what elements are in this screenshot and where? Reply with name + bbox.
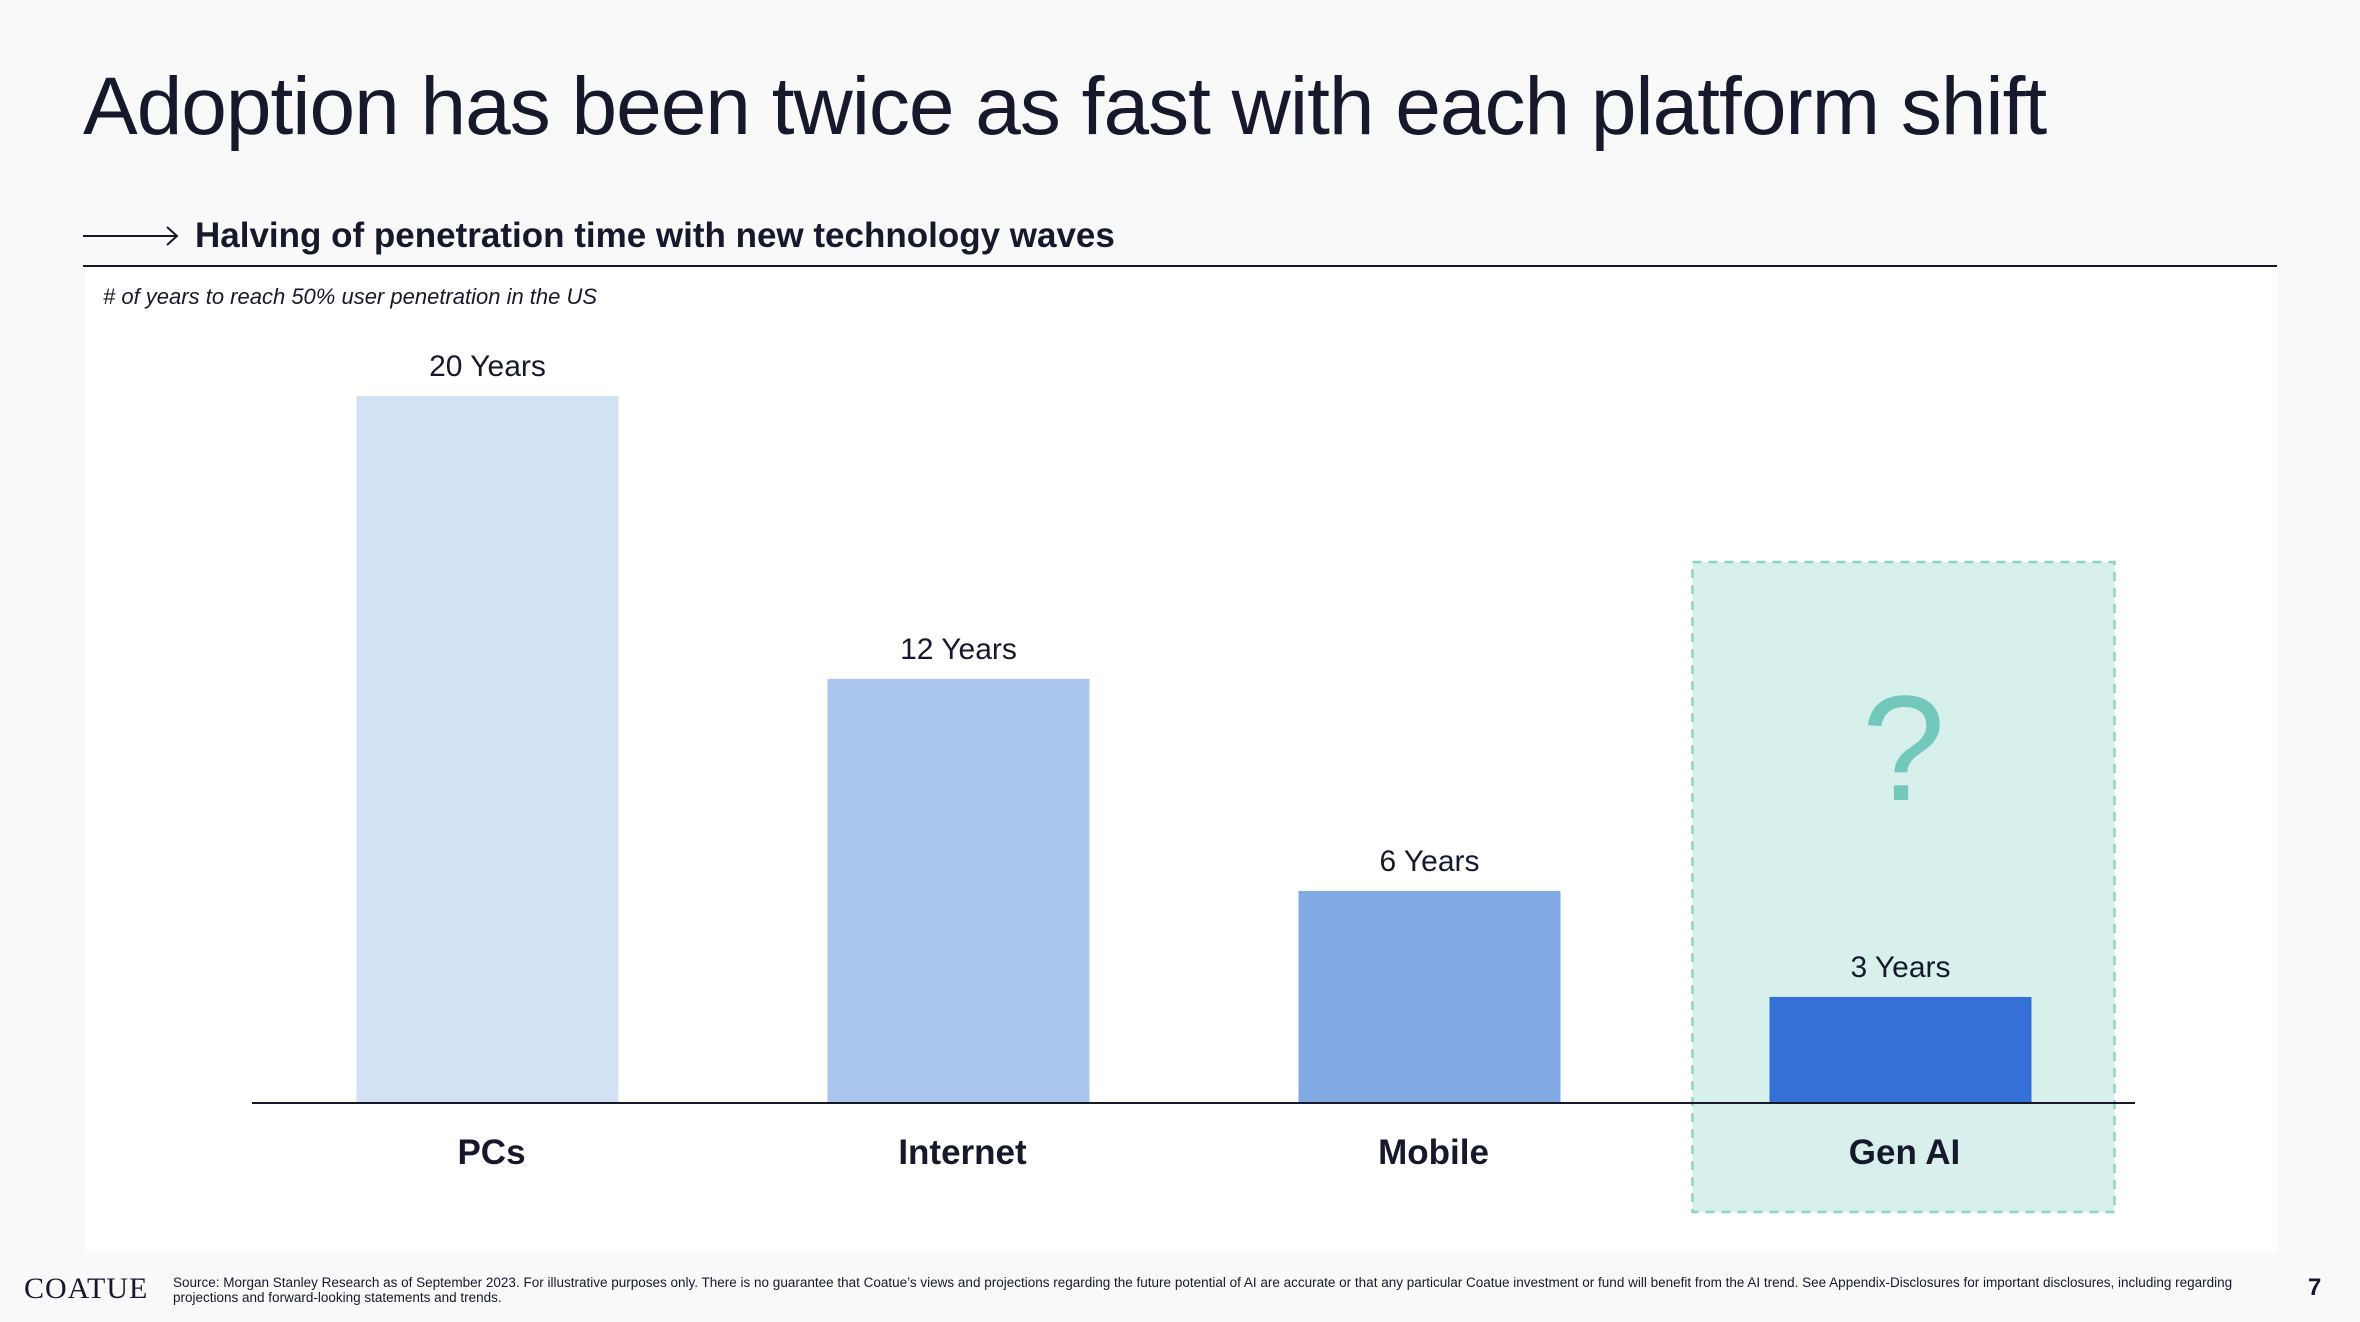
category-label: Mobile bbox=[1378, 1133, 1489, 1172]
data-label: 3 Years bbox=[1850, 951, 1950, 984]
source-note: Source: Morgan Stanley Research as of Se… bbox=[173, 1275, 2233, 1305]
bar-pcs bbox=[356, 396, 619, 1103]
bar-gen-ai bbox=[1769, 996, 2032, 1103]
category-label: Internet bbox=[898, 1133, 1027, 1172]
data-label: 20 Years bbox=[429, 350, 546, 383]
chart-note: # of years to reach 50% user penetration… bbox=[103, 284, 598, 309]
data-label: 12 Years bbox=[900, 633, 1017, 666]
data-label: 6 Years bbox=[1379, 845, 1479, 878]
slide-title: Adoption has been twice as fast with eac… bbox=[83, 61, 2047, 152]
page-number: 7 bbox=[2308, 1274, 2322, 1301]
category-label: Gen AI bbox=[1849, 1133, 1961, 1172]
bar-internet bbox=[827, 678, 1090, 1103]
slide-subtitle: Halving of penetration time with new tec… bbox=[195, 216, 1115, 255]
category-label: PCs bbox=[457, 1133, 525, 1172]
question-mark-label: ? bbox=[1862, 664, 1945, 832]
header-rule bbox=[83, 265, 2277, 267]
coatue-logo: COATUE bbox=[24, 1272, 149, 1305]
highlight-box bbox=[1691, 560, 2116, 1214]
subtitle-row: Halving of penetration time with new tec… bbox=[83, 212, 1115, 260]
arrow-right-icon bbox=[83, 226, 179, 246]
bar-mobile bbox=[1298, 890, 1561, 1103]
